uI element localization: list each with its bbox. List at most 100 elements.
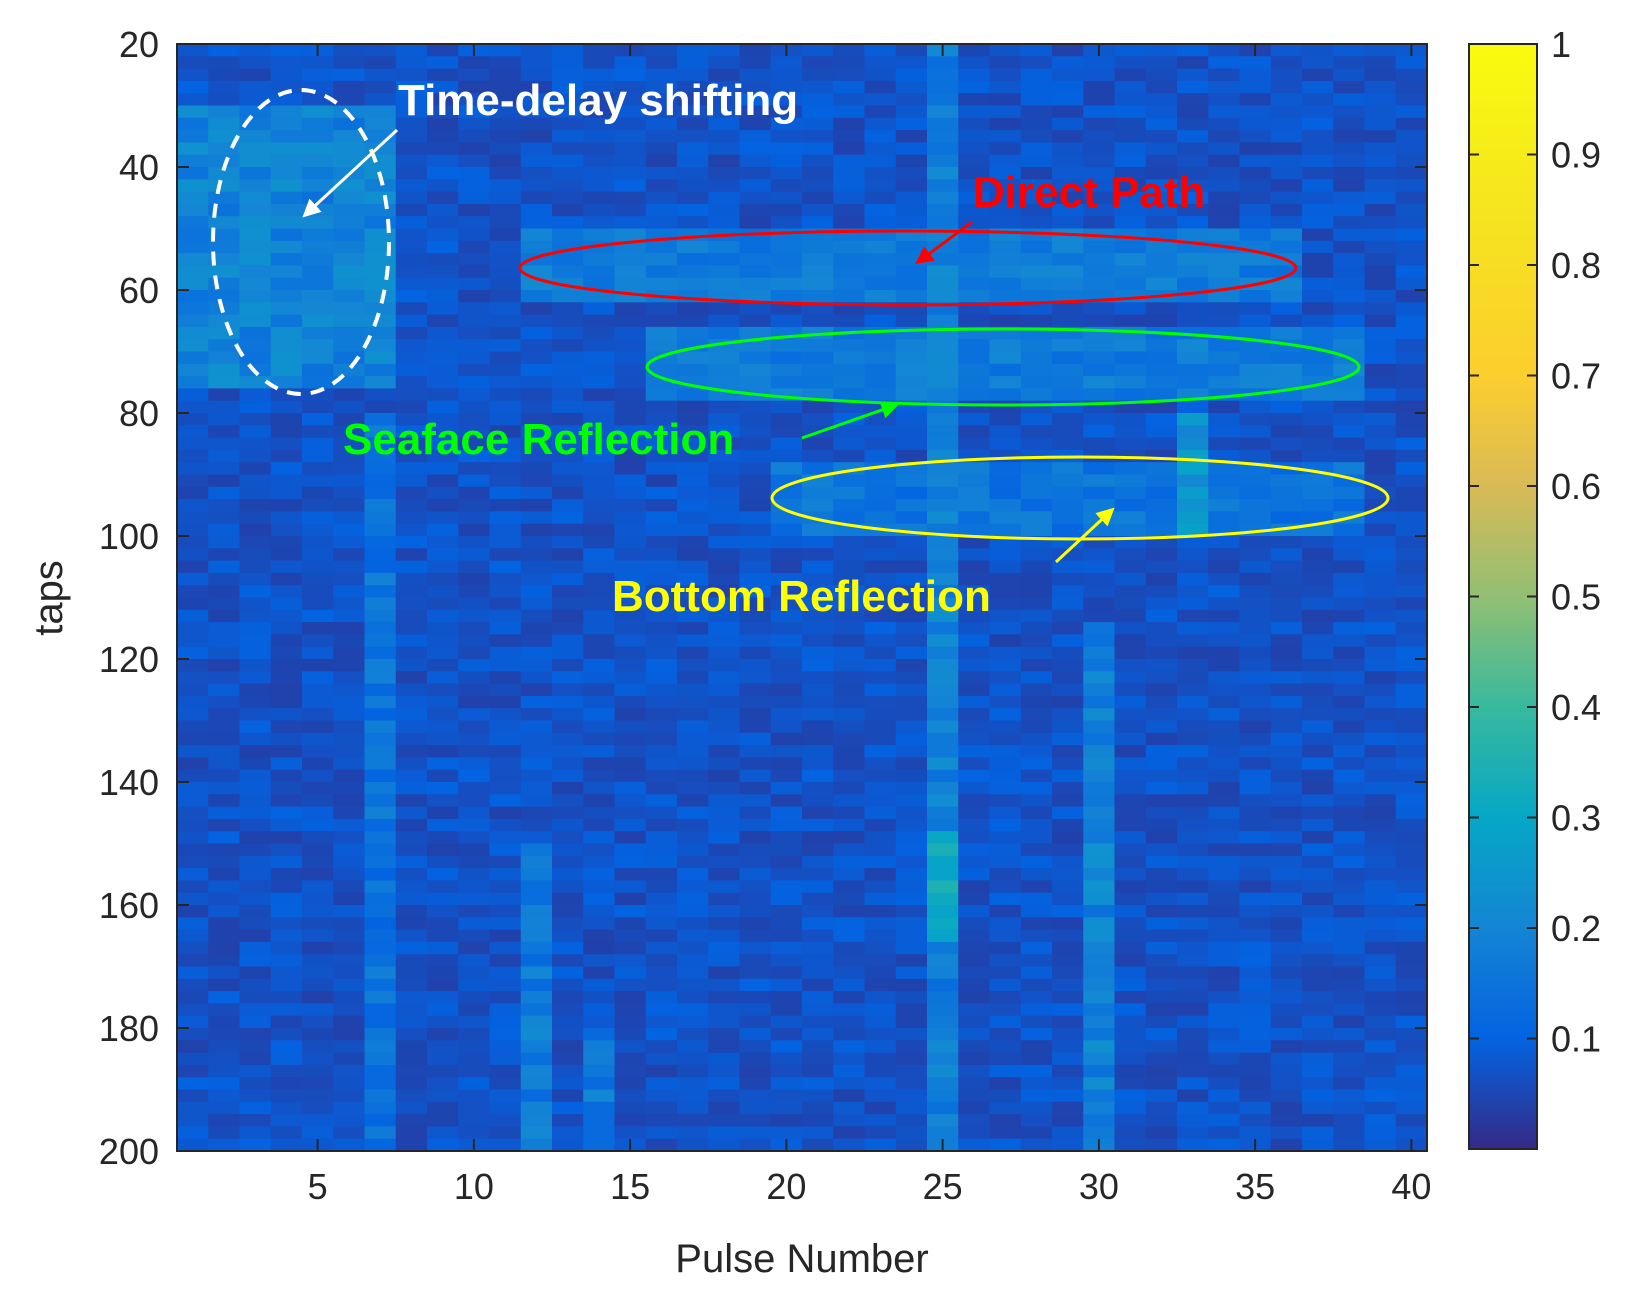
heatmap-cell — [489, 1077, 522, 1091]
heatmap-cell — [489, 695, 522, 709]
heatmap-cell — [1208, 302, 1241, 316]
heatmap-cell — [458, 511, 491, 525]
heatmap-cell — [1302, 179, 1334, 193]
heatmap-cell — [302, 179, 334, 193]
heatmap-cell — [770, 843, 803, 857]
heatmap-cell — [1395, 339, 1428, 353]
heatmap-cell — [1083, 425, 1116, 439]
heatmap-cell — [552, 560, 584, 574]
heatmap-cell — [1270, 179, 1303, 193]
heatmap-cell — [1083, 203, 1116, 217]
heatmap-cell — [1020, 437, 1053, 451]
heatmap-cell — [520, 560, 553, 574]
heatmap-cell — [270, 425, 303, 439]
heatmap-cell — [395, 277, 428, 291]
heatmap-cell — [458, 400, 491, 414]
heatmap-cell — [1364, 634, 1397, 648]
heatmap-cell — [708, 708, 741, 722]
heatmap-cell — [802, 757, 834, 771]
heatmap-cell — [958, 68, 991, 82]
heatmap-cell — [520, 142, 553, 156]
heatmap-cell — [177, 142, 209, 156]
heatmap-cell — [989, 474, 1022, 488]
heatmap-cell — [614, 339, 647, 353]
heatmap-cell — [395, 597, 428, 611]
heatmap-cell — [1020, 228, 1053, 242]
heatmap-cell — [864, 671, 897, 685]
heatmap-cell — [989, 892, 1022, 906]
heatmap-cell — [1239, 1077, 1272, 1091]
heatmap-cell — [927, 117, 959, 131]
heatmap-cell — [1364, 892, 1397, 906]
heatmap-cell — [739, 290, 772, 303]
heatmap-cell — [1239, 1015, 1272, 1029]
heatmap-cell — [270, 486, 303, 500]
heatmap-cell — [270, 720, 303, 734]
heatmap-cell — [1239, 228, 1272, 242]
heatmap-cell — [427, 44, 459, 57]
heatmap-cell — [239, 695, 272, 709]
heatmap-cell — [989, 622, 1022, 635]
heatmap-cell — [1302, 203, 1334, 217]
heatmap-cell — [895, 905, 928, 918]
heatmap-cell — [802, 216, 834, 230]
heatmap-cell — [895, 978, 928, 992]
heatmap-cell — [458, 363, 491, 377]
heatmap-cell — [1302, 757, 1334, 771]
heatmap-cell — [1083, 671, 1116, 685]
heatmap-cell — [208, 1101, 241, 1115]
heatmap-cell — [739, 708, 772, 722]
heatmap-cell — [1395, 634, 1428, 648]
heatmap-cell — [208, 1028, 241, 1041]
heatmap-cell — [1364, 1015, 1397, 1029]
heatmap-cell — [1083, 216, 1116, 230]
heatmap-cell — [427, 1089, 459, 1103]
heatmap-cell — [927, 855, 959, 869]
heatmap-cell — [645, 449, 678, 463]
heatmap-cell — [395, 572, 428, 586]
heatmap-cell — [645, 253, 678, 266]
heatmap-cell — [1364, 68, 1397, 82]
heatmap-cell — [364, 1101, 397, 1115]
heatmap-cell — [1333, 634, 1366, 648]
heatmap-cell — [1177, 868, 1209, 881]
heatmap-cell — [833, 769, 866, 783]
heatmap-cell — [708, 167, 741, 180]
heatmap-cell — [1395, 978, 1428, 992]
heatmap-cell — [895, 339, 928, 353]
heatmap-cell — [739, 425, 772, 439]
heatmap-cell — [1270, 44, 1303, 57]
heatmap-cell — [520, 228, 553, 242]
time-delay-label: Time-delay shifting — [398, 76, 798, 125]
heatmap-cell — [1145, 339, 1178, 353]
heatmap-cell — [958, 1138, 991, 1152]
heatmap-cell — [989, 941, 1022, 955]
heatmap-cell — [833, 609, 866, 623]
heatmap-cell — [302, 68, 334, 82]
heatmap-cell — [1239, 560, 1272, 574]
heatmap-cell — [739, 68, 772, 82]
heatmap-cell — [552, 191, 584, 205]
heatmap-cell — [1020, 868, 1053, 881]
y-tick-label: 180 — [99, 1008, 159, 1049]
heatmap-cell — [333, 523, 366, 537]
heatmap-cell — [395, 376, 428, 389]
heatmap-cell — [1270, 560, 1303, 574]
heatmap-cell — [895, 191, 928, 205]
heatmap-cell — [364, 572, 397, 586]
heatmap-cell — [958, 413, 991, 426]
heatmap-cell — [708, 240, 741, 254]
heatmap-cell — [427, 1003, 459, 1017]
heatmap-cell — [1333, 1089, 1366, 1103]
heatmap-cell — [895, 855, 928, 869]
heatmap-cell — [1239, 511, 1272, 525]
heatmap-cell — [1208, 732, 1241, 746]
heatmap-cell — [520, 782, 553, 795]
heatmap-cell — [333, 216, 366, 230]
heatmap-cell — [1083, 93, 1116, 107]
heatmap-cell — [583, 782, 616, 795]
heatmap-cell — [1395, 511, 1428, 525]
heatmap-cell — [708, 363, 741, 377]
heatmap-cell — [239, 1126, 272, 1140]
heatmap-cell — [333, 425, 366, 439]
